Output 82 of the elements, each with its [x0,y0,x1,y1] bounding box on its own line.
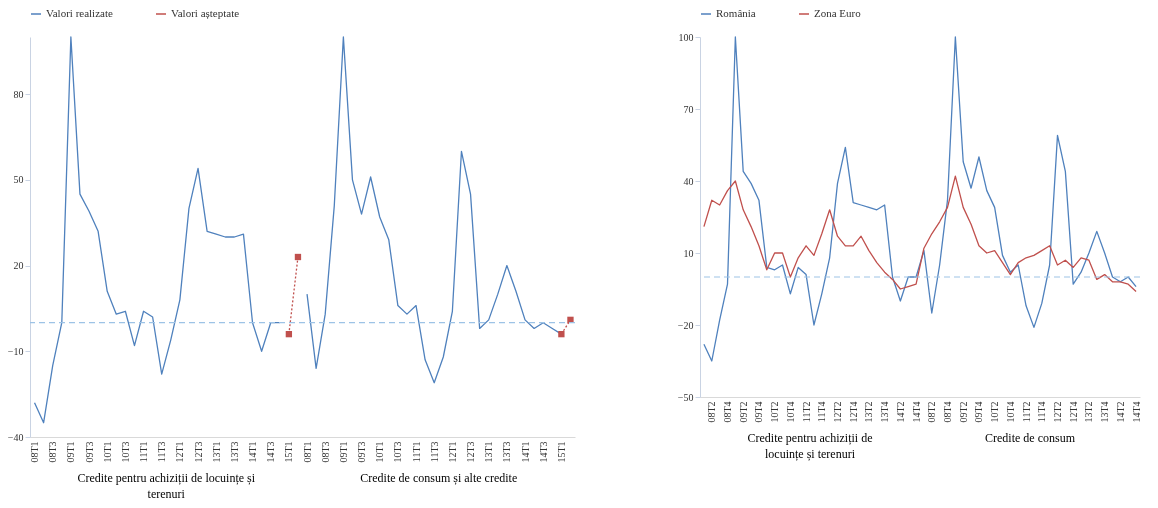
x-tick-label: 13T4 [879,401,891,423]
text: Credite pentru achiziții de locuințe și terenuri [747,431,873,461]
text: Credite pentru achiziții de locuințe și terenuri [77,471,256,501]
line-series [703,36,1137,362]
y-tick-label: −40 [7,431,24,443]
x-tick-label: 12T4 [1067,401,1079,423]
x-tick-label: 11T4 [816,401,828,423]
x-tick-label: 10T3 [119,441,131,463]
point [294,253,302,261]
x-tick-label: 12T2 [832,401,843,423]
legend-label: Valori realizate [46,7,113,19]
x-tick-label: 11T1 [410,441,422,463]
x-tick-label: 12T2 [1052,401,1063,423]
x-tick-label: 08T3 [319,441,331,463]
x-tick-label: 12T3 [192,441,204,463]
legend-label: Zona Euro [814,7,862,19]
y-tick-label: −10 [7,345,24,357]
x-tick-label: 08T3 [47,441,59,463]
text: Credite de consum [985,431,1076,445]
x-tick-label: 09T4 [973,401,985,423]
x-tick-label: 11T1 [138,441,150,463]
x-tick-label: 09T4 [753,401,765,423]
y-tick-label: 80 [13,88,24,100]
x-tick-label: 08T4 [722,401,733,423]
x-tick-label: 09T3 [83,441,95,463]
x-tick-label: 09T3 [356,441,368,463]
y-tick-label: −50 [677,391,694,403]
x-tick-label: 12T1 [174,441,186,463]
y-tick-label: 50 [13,174,24,186]
x-tick-label: 14T1 [519,441,531,463]
point [558,330,565,338]
x-tick-label: 14T4 [1130,401,1142,423]
x-tick-label: 10T1 [101,441,113,463]
y-tick-label: 40 [683,175,694,187]
x-tick-label: 08T2 [926,401,938,423]
x-tick-label: 10T4 [784,401,796,423]
x-tick-label: 13T3 [501,441,513,463]
x-tick-label: 15T1 [555,441,567,463]
x-tick-label: 12T3 [465,441,477,463]
x-tick-label: 08T2 [706,401,718,423]
x-tick-label: 13T1 [210,441,222,463]
x-tick-label: 10T1 [374,441,386,463]
x-tick-label: 08T1 [29,441,41,463]
x-tick-label: 14T1 [247,441,259,463]
x-tick-label: 11T3 [428,441,440,463]
x-tick-label: 11T2 [800,401,812,423]
x-tick-label: 13T2 [1083,401,1095,423]
x-tick-label: 12T4 [847,401,859,423]
x-tick-label: 10T4 [1004,401,1016,423]
x-tick-label: 13T3 [228,441,240,463]
text: Credite de consum și alte credite [360,471,518,485]
x-tick-label: 08T1 [301,441,313,463]
x-tick-label: 09T2 [737,401,749,423]
legend-label: Valori așteptate [171,7,240,19]
y-tick-label: 20 [13,260,24,272]
x-tick-label: 14T2 [1114,401,1126,423]
x-tick-label: 14T3 [537,441,549,463]
x-tick-label: 09T1 [337,441,349,463]
y-tick-label: 70 [683,103,694,115]
x-tick-label: 14T2 [894,401,906,423]
x-tick-label: 15T1 [283,441,295,463]
point [285,330,293,338]
x-tick-label: 12T1 [446,441,458,463]
x-tick-label: 11T2 [1020,401,1032,423]
x-tick-label: 13T2 [863,401,875,423]
x-tick-label: 13T4 [1099,401,1111,423]
x-tick-label: 13T1 [483,441,495,463]
x-tick-label: 10T2 [989,401,1001,423]
y-tick-label: 100 [678,31,694,43]
x-tick-label: 14T4 [910,401,922,423]
y-tick-label: −20 [677,319,694,331]
legend-label: România [716,7,756,19]
x-tick-label: 08T4 [942,401,953,423]
y-tick-label: 10 [683,247,694,259]
x-tick-label: 09T2 [957,401,969,423]
x-tick-label: 10T2 [769,401,781,423]
x-tick-label: 10T3 [392,441,404,463]
x-tick-label: 11T4 [1036,401,1048,423]
line-series [703,175,1137,293]
x-tick-label: 11T3 [156,441,168,463]
x-tick-label: 14T3 [265,441,277,463]
x-tick-label: 09T1 [65,441,77,463]
